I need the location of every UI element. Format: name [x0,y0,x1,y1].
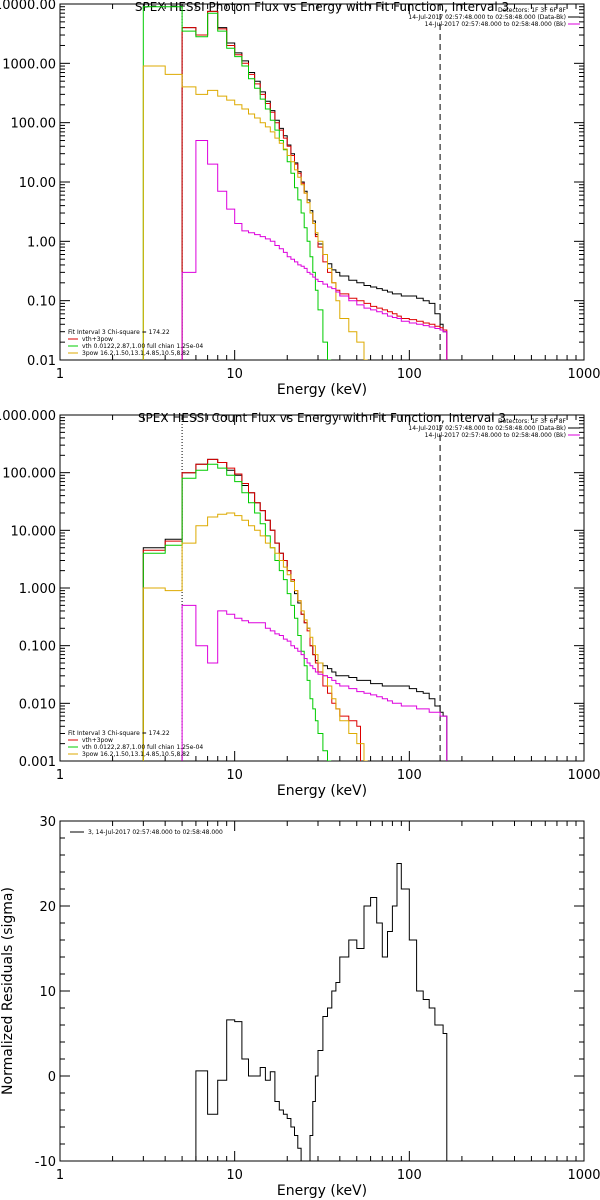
legend-entry: Fit Interval 3 Chi-square = 174.22 [68,329,170,336]
series-line-0 [181,10,448,360]
series-line-3 [142,512,368,761]
legend-entry: vth+3pow [82,336,113,343]
legend-entry: vth 0.0122,2.87,1.00 full chian 1.25e-04 [82,744,203,751]
x-tick-label: 100 [397,768,422,783]
y-tick-label: 20 [39,900,56,915]
data-area [182,863,448,1161]
data-area [142,4,448,360]
series-line-1 [181,10,448,360]
y-tick-label: -10 [35,1155,56,1170]
x-tick-label: 1000 [567,367,600,382]
legend-entry: 14-Jul-2017 02:57:48.000 to 02:58:48.000… [408,425,566,432]
y-tick-label: 0.01 [27,354,56,369]
legend-entry: Fit Interval 3 Chi-square = 174.22 [68,730,170,737]
legend-entry: vth+3pow [82,737,113,744]
y-tick-label: 0.100 [19,640,56,655]
legend-entry: Detectors: 1F 3F 6F 8F [498,418,567,425]
chart-panel-1: SPEX HESSI Photon Flux vs Energy with Fi… [0,0,600,398]
legend-entry: 14-Jul-2017 02:57:48.000 to 02:58:48.000… [425,21,566,28]
y-tick-label: 1.00 [27,235,56,250]
legend-entry: 3pow 16.2,1.50,13.1,4.85,10.5,8.82 [82,350,190,357]
y-tick-label: 1000.000 [0,409,56,424]
plot-frame [59,414,585,762]
plot-frame [59,820,585,1162]
x-tick-label: 1000 [567,1168,600,1183]
y-tick-label: 10 [39,985,56,1000]
y-tick-label: 100.000 [2,467,56,482]
x-tick-label: 10 [226,1168,243,1183]
series-line-3 [142,65,368,360]
y-tick-label: 100.00 [11,117,57,132]
legend-entry: 3, 14-Jul-2017 02:57:48.000 to 02:58:48.… [88,829,223,836]
y-tick-label: 10.000 [11,524,57,539]
y-tick-label: 1.000 [19,582,56,597]
x-tick-label: 10 [226,367,243,382]
x-axis-label: Energy (keV) [277,1183,367,1199]
legend-entry: vth 0.0122,2.87,1.00 full chian 1.25e-04 [82,343,203,350]
x-tick-label: 1000 [567,768,600,783]
series-line-1 [142,458,361,761]
data-area [142,415,448,761]
chart-title: SPEX HESSI Count Flux vs Energy with Fit… [138,411,506,425]
legend-entry: Detectors: 1F 3F 6F 8F [498,7,567,14]
y-tick-label: 0.001 [19,755,56,770]
y-axis-label: Normalized Residuals (sigma) [0,887,16,1095]
x-tick-label: 1 [56,1168,64,1183]
y-tick-label: 0.10 [27,295,56,310]
y-tick-label: 0 [48,1070,56,1085]
series-line-4 [181,140,448,360]
series-line-2 [142,463,332,761]
x-tick-label: 100 [397,367,422,382]
series-line-0 [142,458,448,761]
series-line-0 [182,863,448,1161]
legend-entry: 14-Jul-2017 02:57:48.000 to 02:58:48.000… [425,432,566,439]
legend-entry: 14-Jul-2017 02:57:48.000 to 02:58:48.000… [408,14,566,21]
x-axis-label: Energy (keV) [277,783,367,799]
chart-panel-2: SPEX HESSI Count Flux vs Energy with Fit… [0,409,600,799]
y-tick-label: 0.010 [19,697,56,712]
legend-entry: 3pow 16.2,1.50,13.1,4.85,10.5,8.82 [82,751,190,758]
y-tick-label: 10000.00 [0,0,56,13]
y-tick-label: 10.00 [19,176,56,191]
chart-panel-3: 1 10 100 1000 -10 0 10 20 30 Energy (keV) Normaliz… [0,815,600,1199]
x-axis-label: Energy (keV) [277,382,367,398]
x-tick-label: 1 [56,367,64,382]
x-tick-label: 10 [226,768,243,783]
y-tick-label: 1000.00 [2,57,56,72]
chart-title: SPEX HESSI Photon Flux vs Energy with Fi… [135,0,509,14]
x-tick-label: 1 [56,768,64,783]
plot-frame [59,3,585,361]
y-tick-label: 30 [39,815,56,830]
series-line-2 [142,6,332,360]
x-tick-label: 100 [397,1168,422,1183]
series-line-4 [181,604,448,761]
